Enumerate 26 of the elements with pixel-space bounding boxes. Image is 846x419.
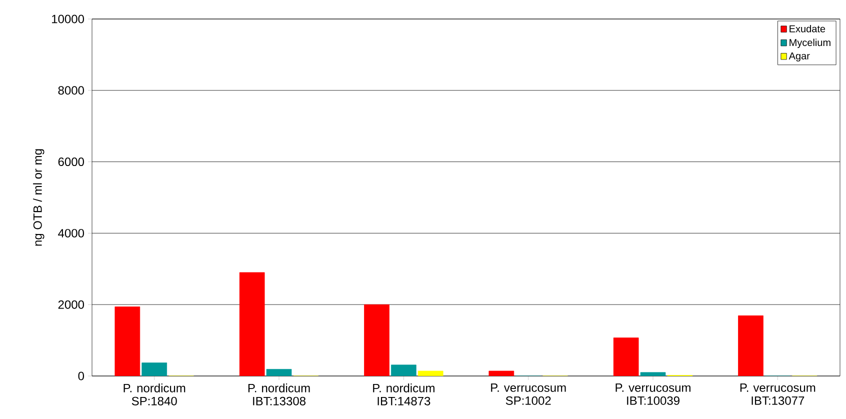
y-tick-label: 0 <box>78 372 84 380</box>
y-tick-label: 2000 <box>58 300 84 309</box>
legend-label: Agar <box>788 52 810 62</box>
bar <box>266 369 292 376</box>
y-tick-label: 10000 <box>52 14 84 24</box>
x-tick-label: P. nordicum IBT:13308 <box>248 384 310 406</box>
y-tick-label: 6000 <box>58 158 84 166</box>
bar <box>613 338 639 376</box>
bar <box>738 315 764 376</box>
bar <box>142 362 168 376</box>
y-tick-label: 8000 <box>58 86 84 95</box>
x-tick-label: P. verrucosum SP:1002 <box>491 384 566 405</box>
bar <box>391 364 416 376</box>
x-tick-label: P. nordicum SP:1840 <box>124 384 186 406</box>
y-tick-label: 4000 <box>58 228 84 238</box>
legend-label: Exudate <box>790 24 826 32</box>
x-tick-label: P. nordicum IBT:14873 <box>373 384 434 406</box>
bar <box>364 304 390 376</box>
bar <box>640 372 666 376</box>
x-tick-label: P. verrucosum IBT:13077 <box>740 384 816 405</box>
y-axis-title: ng OTB / ml or mg <box>33 149 44 246</box>
bar <box>239 272 265 376</box>
legend-label: Mycelium <box>790 38 830 48</box>
x-tick-label: P. verrucosum IBT:10039 <box>616 384 690 405</box>
bar <box>114 306 140 376</box>
bar <box>488 370 514 376</box>
